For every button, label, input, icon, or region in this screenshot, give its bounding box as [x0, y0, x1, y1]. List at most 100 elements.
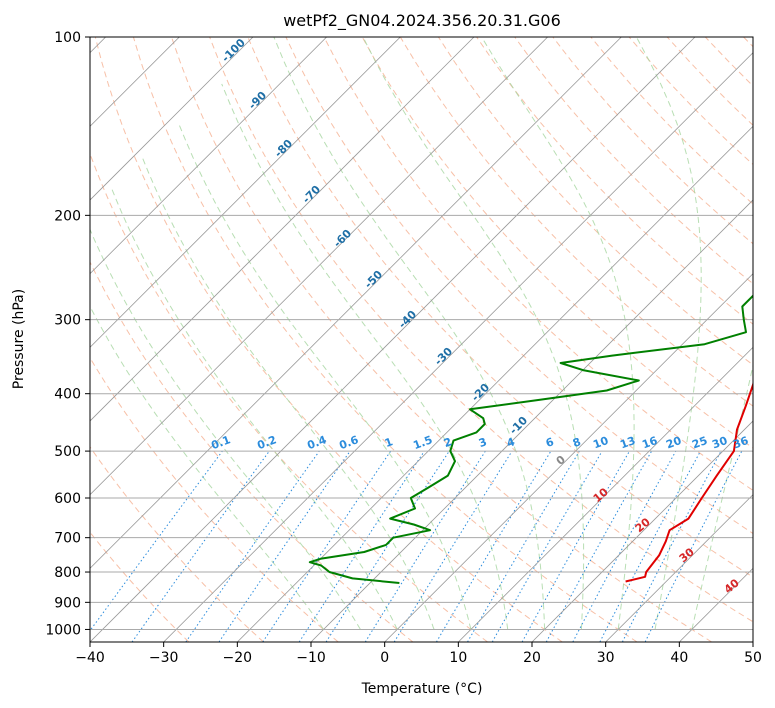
x-tick-label: 40: [670, 650, 688, 666]
dry-adiabat-line: [171, 37, 712, 642]
x-tick-label: 0: [380, 650, 389, 666]
mixing-ratio-line: [298, 450, 425, 642]
moist-adiabat-line: [178, 123, 472, 630]
mixing-ratio-label: 2: [442, 435, 454, 450]
dewpoint-profile-line: [308, 294, 753, 584]
mixing-ratio-label: 8: [571, 435, 583, 450]
moist-adiabat-line: [111, 188, 398, 630]
mixing-ratio-line: [545, 450, 653, 642]
isotherm-line: [237, 125, 753, 642]
isotherm-line: [163, 52, 753, 642]
mixing-ratio-label: 25: [690, 434, 709, 451]
dry-adiabat-line: [90, 531, 190, 642]
mixing-ratio-line: [467, 450, 580, 642]
mixing-ratio-line: [131, 450, 270, 642]
mixing-ratio-label: 13: [618, 434, 637, 451]
y-tick-label: 500: [54, 444, 81, 460]
mixing-ratio-line: [572, 450, 677, 642]
isotherm-line: [679, 567, 753, 642]
moist-adiabat-line: [90, 228, 361, 630]
dry-adiabat-label: -10: [507, 414, 530, 437]
x-tick-label: −10: [296, 650, 326, 666]
mixing-ratio-line: [599, 450, 701, 642]
chart-title: wetPf2_GN04.2024.356.20.31.G06: [283, 11, 561, 31]
isotherm-line: [605, 494, 753, 642]
mixing-ratio-label: 4: [505, 435, 517, 450]
mixing-ratio-line: [262, 450, 392, 642]
dry-adiabat-line: [94, 37, 563, 642]
dry-adiabat-line: [437, 37, 753, 366]
dry-adiabat-label: -40: [396, 308, 419, 331]
dry-adiabat-line: [90, 446, 264, 642]
y-tick-label: 400: [54, 387, 81, 403]
mixing-ratio-label: 30: [710, 434, 729, 452]
mixing-ratio-line: [393, 450, 513, 642]
isotherm-line: [384, 273, 753, 642]
mixing-ratio-label: 3: [477, 435, 489, 450]
moist-adiabat-line: [362, 37, 585, 630]
isotherm-line: [90, 37, 622, 569]
mixing-ratio-label: 36: [731, 434, 750, 452]
y-tick-label: 1000: [45, 622, 81, 638]
dry-adiabat-label: -70: [300, 183, 323, 206]
dry-adiabat-label: -50: [362, 268, 385, 291]
moist-adiabat-line: [481, 37, 635, 630]
mixing-ratio-label: 0.4: [305, 433, 328, 452]
x-tick-label: 20: [523, 650, 541, 666]
mixing-ratio-label: 0.2: [255, 433, 278, 452]
isotherm-line: [531, 420, 753, 642]
mixing-ratio-line: [185, 450, 320, 642]
mixing-ratio-line: [218, 450, 351, 642]
mixing-ratio-label: 16: [640, 434, 659, 452]
isotherm-line: [90, 37, 254, 201]
dry-adiabat-label: -20: [469, 381, 492, 404]
y-tick-label: 300: [54, 313, 81, 329]
dry-adiabat-label: -100: [219, 36, 248, 65]
isotherm-line: [752, 641, 753, 642]
isotherm-line: [90, 37, 696, 642]
dry-adiabat-line: [552, 37, 753, 245]
mixing-ratio-label: 1: [383, 435, 395, 450]
y-tick-label: 900: [54, 595, 81, 611]
plot-frame: [89, 36, 754, 643]
x-tick-label: −40: [75, 650, 105, 666]
dry-adiabat-label: -60: [331, 227, 354, 250]
mixing-ratio-line: [90, 450, 223, 632]
dry-adiabat-line: [514, 37, 753, 285]
mixing-ratio-label: 10: [591, 434, 610, 452]
moist-adiabat-line: [221, 83, 509, 630]
dry-adiabat-line: [476, 37, 753, 325]
isotherm-line: [90, 37, 548, 496]
moist-adiabat-line: [273, 37, 546, 630]
moist-adiabat-label: 30: [677, 545, 697, 565]
y-tick-label: 700: [54, 531, 81, 547]
moist-adiabat-line: [90, 305, 325, 630]
dry-adiabat-line: [209, 37, 753, 623]
isotherm-line: [90, 37, 327, 275]
y-axis-label: Pressure (hPa): [11, 289, 27, 389]
x-axis-label: Temperature (°C): [361, 681, 483, 697]
isotherm-line: [310, 199, 753, 642]
isotherm-line: [90, 37, 401, 348]
mixing-ratio-line: [325, 450, 450, 642]
x-tick-label: 10: [449, 650, 467, 666]
moist-adiabat-label: 40: [722, 576, 742, 596]
y-tick-label: 600: [54, 491, 81, 507]
dry-adiabat-label: -30: [432, 345, 455, 368]
dry-adiabat-line: [704, 37, 753, 87]
temperature-profile-line: [625, 379, 753, 583]
mixing-ratio-label: 0.6: [337, 433, 360, 452]
moist-adiabat-label: 20: [633, 515, 653, 535]
x-tick-label: 50: [744, 650, 762, 666]
dry-adiabat-line: [285, 37, 753, 535]
x-tick-label: 30: [597, 650, 615, 666]
moist-adiabat-line: [635, 37, 702, 630]
mixing-ratio-label: 20: [664, 434, 683, 452]
dry-adiabat-line: [132, 37, 638, 642]
dry-adiabat-line: [90, 356, 339, 642]
y-tick-label: 800: [54, 565, 81, 581]
dry-adiabat-line: [90, 260, 414, 642]
isotherm-line: [458, 346, 753, 642]
mixing-ratio-label: 1.5: [411, 433, 434, 452]
